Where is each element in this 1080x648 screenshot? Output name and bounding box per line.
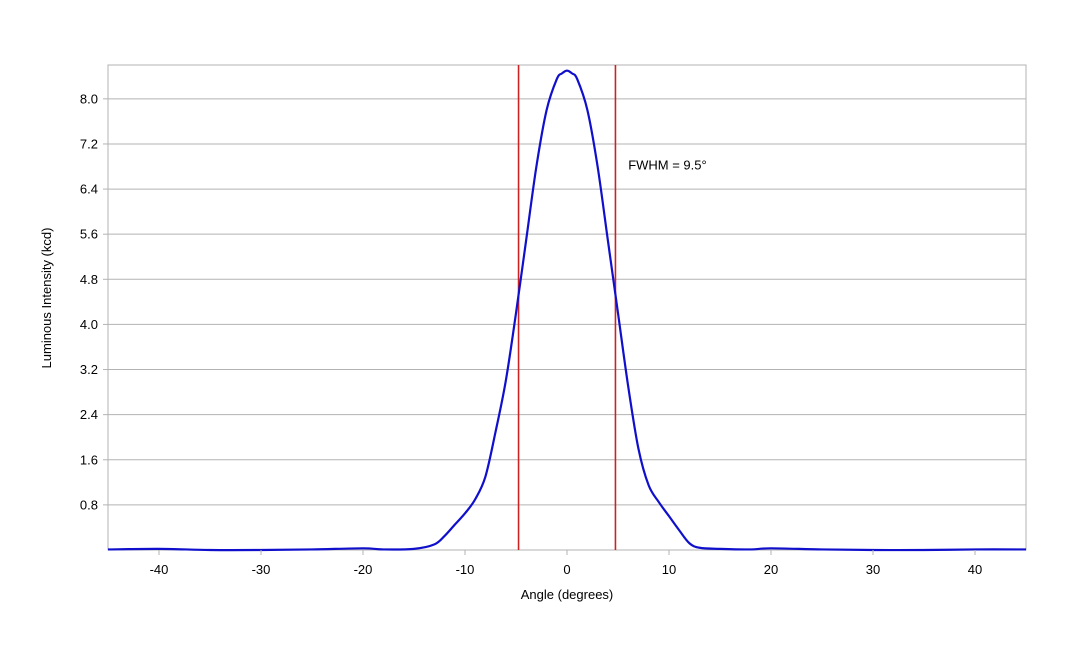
annotation-layer: FWHM = 9.5° bbox=[628, 157, 707, 172]
x-tick-label: 20 bbox=[764, 562, 778, 577]
y-tick-label: 5.6 bbox=[80, 227, 98, 242]
y-tick-label: 8.0 bbox=[80, 91, 98, 106]
y-tick-label: 4.8 bbox=[80, 272, 98, 287]
x-tick-label: 40 bbox=[968, 562, 982, 577]
y-tick-label: 1.6 bbox=[80, 452, 98, 467]
y-axis-title: Luminous Intensity (kcd) bbox=[39, 228, 54, 369]
y-tick-label: 6.4 bbox=[80, 182, 98, 197]
x-tick-label: 30 bbox=[866, 562, 880, 577]
x-tick-label: -10 bbox=[456, 562, 475, 577]
grid-layer bbox=[108, 98, 1026, 506]
series-layer bbox=[107, 69, 1027, 552]
reference-lines bbox=[517, 65, 617, 550]
fwhm-annotation: FWHM = 9.5° bbox=[628, 157, 707, 172]
y-tick-label: 4.0 bbox=[80, 317, 98, 332]
intensity-series-line bbox=[107, 69, 1027, 552]
x-tick-label: 0 bbox=[563, 562, 570, 577]
y-tick-label: 2.4 bbox=[80, 407, 98, 422]
x-tick-label: 10 bbox=[662, 562, 676, 577]
plot-area bbox=[107, 64, 1027, 551]
x-axis-ticks: -40 -30 -20 -10 0 10 20 30 40 bbox=[150, 550, 982, 577]
y-tick-label: 0.8 bbox=[80, 497, 98, 512]
x-tick-label: -30 bbox=[252, 562, 271, 577]
x-tick-label: -40 bbox=[150, 562, 169, 577]
y-axis-ticks: 0.8 1.6 2.4 3.2 4.0 4.8 5.6 6.4 7.2 8.0 bbox=[80, 91, 108, 512]
y-tick-label: 3.2 bbox=[80, 362, 98, 377]
x-tick-label: -20 bbox=[354, 562, 373, 577]
y-tick-label: 7.2 bbox=[80, 136, 98, 151]
x-axis-title: Angle (degrees) bbox=[521, 587, 614, 602]
